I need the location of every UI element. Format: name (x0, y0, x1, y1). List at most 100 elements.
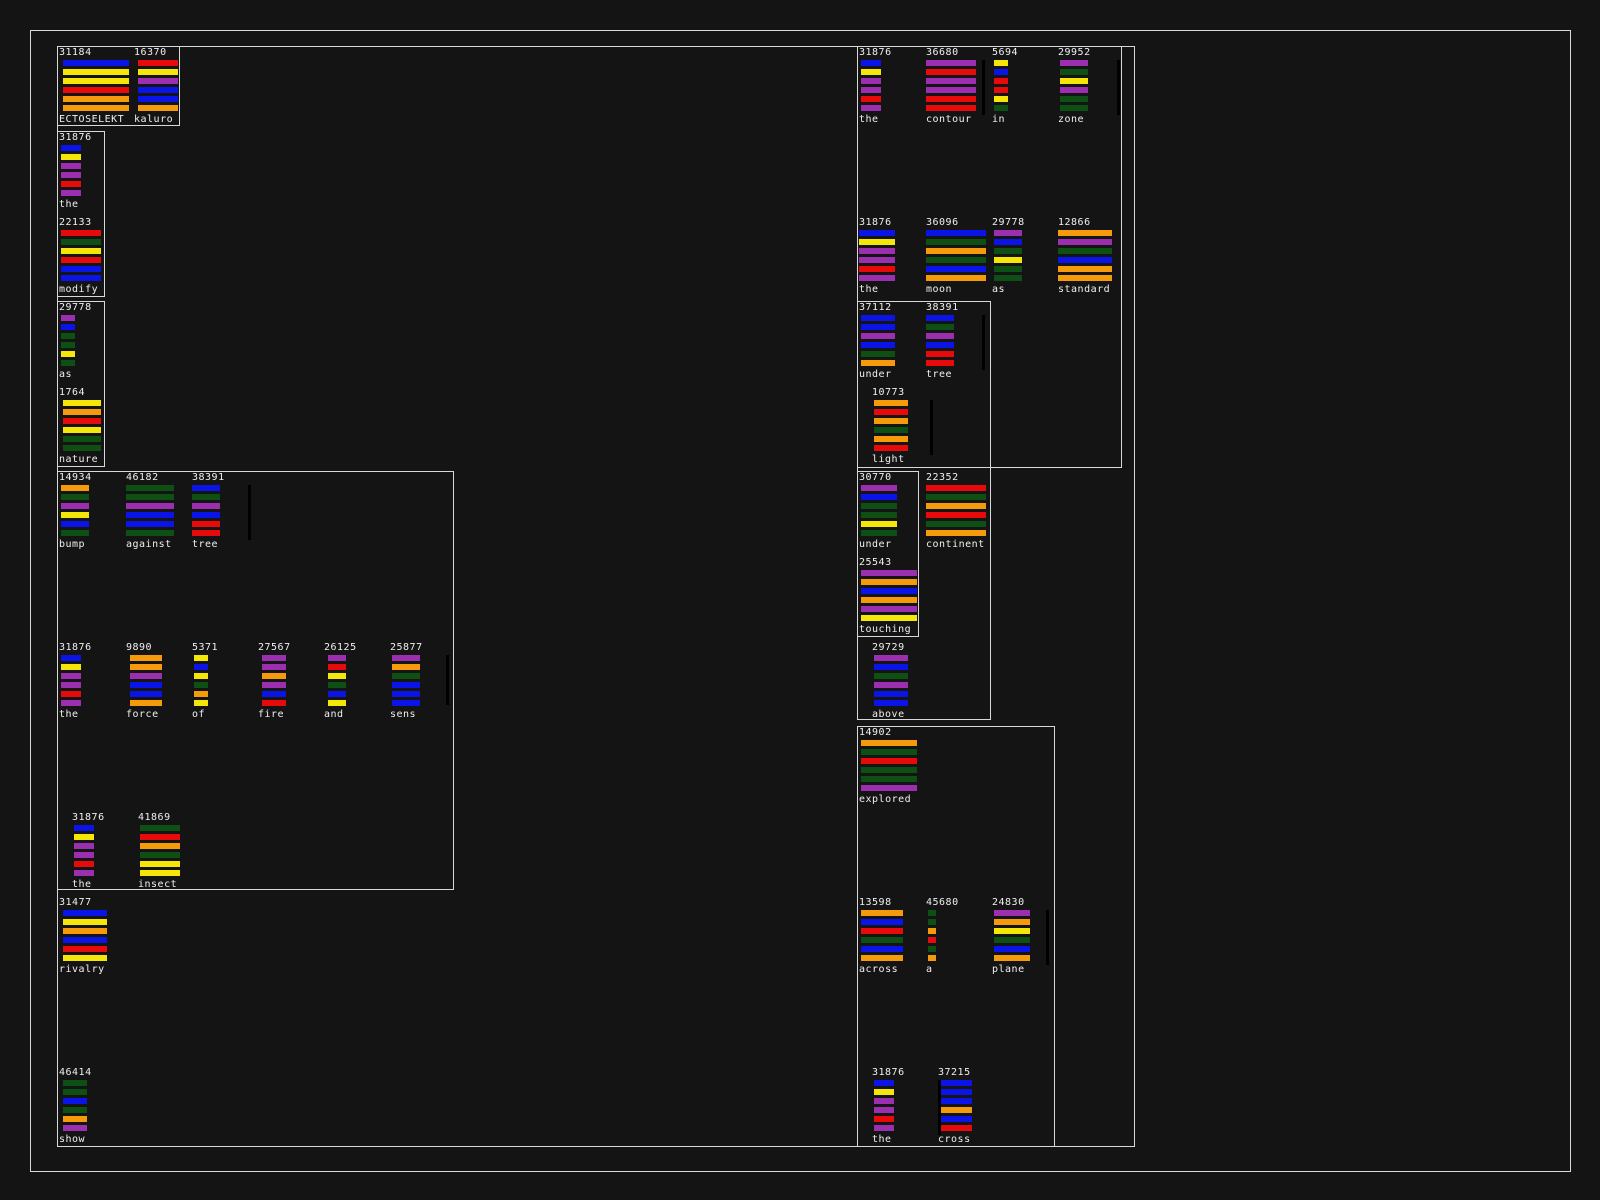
glyph-bar (861, 521, 897, 527)
glyph-word: and (324, 709, 344, 720)
glyph-bar (940, 1116, 972, 1122)
glyph-bar (61, 351, 75, 357)
glyph-bar (63, 1125, 87, 1131)
glyph-word: tree (926, 369, 953, 380)
glyph-bar (61, 655, 81, 661)
glyph-word: as (992, 284, 1006, 295)
glyph-bar (926, 60, 976, 66)
glyph-bar (1058, 275, 1112, 281)
glyph-bar (1060, 69, 1088, 75)
glyph-word: tree (192, 539, 219, 550)
glyph-bar (130, 673, 162, 679)
glyph-bar (926, 275, 986, 281)
glyph-bar (61, 530, 89, 536)
separator-tick (1117, 60, 1120, 115)
glyph-bar (994, 96, 1008, 102)
glyph-bar (994, 60, 1008, 66)
glyph-number: 22133 (59, 217, 92, 228)
glyph-number: 12866 (1058, 217, 1091, 228)
glyph-word: rivalry (59, 964, 105, 975)
glyph-bar (861, 105, 881, 111)
glyph-bar (63, 60, 129, 66)
glyph-bar (926, 266, 986, 272)
glyph-bar (63, 1116, 87, 1122)
glyph-bar (140, 843, 180, 849)
glyph-number: 5694 (992, 47, 1019, 58)
glyph-bar (140, 852, 180, 858)
glyph-word: the (59, 199, 79, 210)
glyph-bar (74, 834, 94, 840)
glyph-number: 31876 (859, 217, 892, 228)
glyph-bar (194, 691, 208, 697)
glyph-bar (928, 928, 936, 934)
glyph-bar (994, 257, 1022, 263)
glyph-bar (262, 691, 286, 697)
glyph-bar (126, 530, 174, 536)
glyph-bar (859, 239, 895, 245)
glyph-bar (1060, 105, 1088, 111)
glyph-word: across (859, 964, 899, 975)
glyph-bar (328, 655, 346, 661)
glyph-bar (926, 239, 986, 245)
glyph-number: 9890 (126, 642, 153, 653)
glyph-bar (874, 1125, 894, 1131)
glyph-bar (328, 664, 346, 670)
glyph-bar (61, 673, 81, 679)
glyph-bar (928, 910, 936, 916)
glyph-bar (861, 946, 903, 952)
glyph-bar (63, 1089, 87, 1095)
glyph-bar (140, 825, 180, 831)
glyph-bar (861, 579, 917, 585)
glyph-word: ECTOSELEKT (59, 114, 125, 125)
glyph-number: 36680 (926, 47, 959, 58)
glyph-bar (392, 700, 420, 706)
glyph-bar (861, 69, 881, 75)
frame-right-top-block (857, 46, 1122, 468)
glyph-word: a (926, 964, 933, 975)
glyph-bar (61, 333, 75, 339)
glyph-bar (140, 870, 180, 876)
glyph-bar (138, 78, 178, 84)
glyph-bar (874, 445, 908, 451)
glyph-bar (63, 1098, 87, 1104)
glyph-bar (130, 691, 162, 697)
glyph-bar (874, 436, 908, 442)
glyph-bar (126, 512, 174, 518)
separator-tick (938, 1080, 941, 1135)
glyph-bar (926, 494, 986, 500)
glyph-bar (940, 1125, 972, 1131)
glyph-bar (392, 682, 420, 688)
glyph-bar (1060, 96, 1088, 102)
glyph-bar (926, 324, 954, 330)
glyph-bar (74, 843, 94, 849)
glyph-bar (130, 664, 162, 670)
glyph-number: 29952 (1058, 47, 1091, 58)
glyph-bar (861, 96, 881, 102)
glyph-bar (874, 655, 908, 661)
glyph-bar (192, 503, 220, 509)
glyph-word: in (992, 114, 1006, 125)
glyph-bar (262, 655, 286, 661)
glyph-bar (61, 154, 81, 160)
glyph-number: 29729 (872, 642, 905, 653)
glyph-bar (63, 919, 107, 925)
glyph-bar (874, 664, 908, 670)
glyph-bar (194, 655, 208, 661)
glyph-bar (994, 105, 1008, 111)
glyph-number: 36096 (926, 217, 959, 228)
glyph-bar (926, 105, 976, 111)
glyph-bar (61, 700, 81, 706)
glyph-bar (63, 1107, 87, 1113)
glyph-bar (861, 758, 917, 764)
glyph-bar (61, 691, 81, 697)
glyph-number: 31876 (59, 132, 92, 143)
glyph-bar (861, 360, 895, 366)
glyph-bar (392, 664, 420, 670)
glyph-word: bump (59, 539, 86, 550)
glyph-bar (861, 910, 903, 916)
glyph-bar (63, 1080, 87, 1086)
glyph-bar (928, 937, 936, 943)
glyph-bar (926, 248, 986, 254)
glyph-bar (861, 494, 897, 500)
glyph-bar (861, 315, 895, 321)
